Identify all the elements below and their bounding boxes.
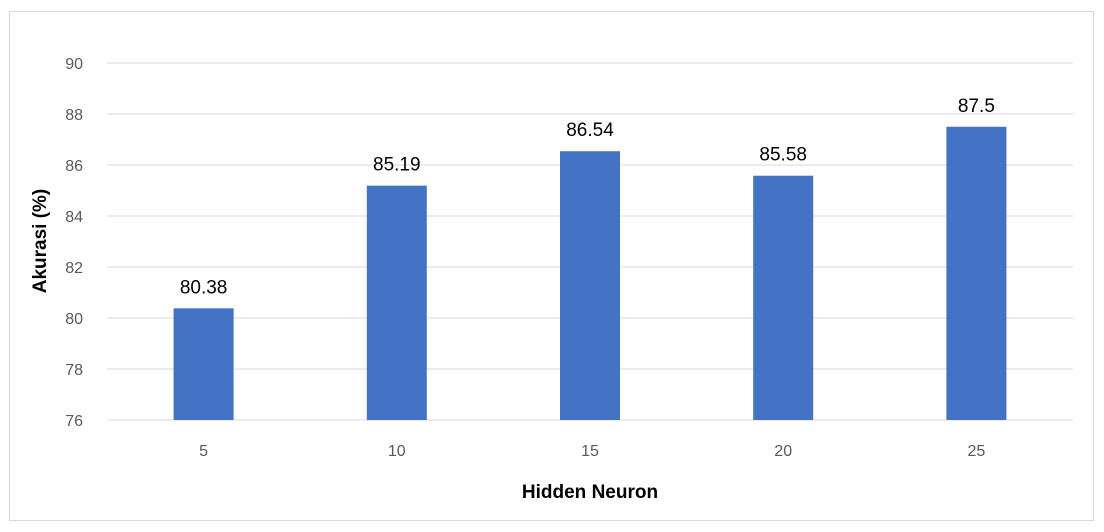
y-tick-label: 76 (65, 413, 83, 430)
y-tick-label: 80 (65, 311, 83, 328)
data-label-5: 80.38 (180, 277, 228, 298)
x-tick-label-15: 15 (581, 443, 599, 460)
data-label-15: 86.54 (566, 120, 614, 141)
bars (173, 126, 1007, 421)
x-axis-ticks: 5 10 15 20 25 (199, 443, 985, 460)
chart-frame (9, 11, 1094, 521)
x-tick-label-5: 5 (199, 443, 208, 460)
bar-25 (946, 126, 1007, 420)
y-axis-ticks: 76 78 80 82 84 86 88 90 (65, 56, 83, 430)
bar-5 (173, 308, 234, 420)
data-label-25: 87.5 (958, 96, 995, 117)
y-tick-label: 82 (65, 260, 83, 277)
data-labels: 80.38 85.19 86.54 85.58 87.5 (180, 96, 995, 299)
x-axis-title: Hidden Neuron (522, 482, 658, 503)
x-tick-label-10: 10 (388, 443, 406, 460)
bar-20 (753, 175, 814, 420)
y-tick-label: 78 (65, 362, 83, 379)
y-tick-label: 88 (65, 107, 83, 124)
bar-10 (366, 185, 427, 420)
data-label-20: 85.58 (759, 145, 807, 166)
x-tick-label-25: 25 (968, 443, 986, 460)
bar-15 (560, 151, 620, 421)
y-tick-label: 86 (65, 158, 83, 175)
y-axis-title: Akurasi (%) (30, 189, 51, 294)
y-tick-label: 90 (65, 56, 83, 73)
data-label-10: 85.19 (373, 155, 421, 176)
y-tick-label: 84 (65, 209, 83, 226)
x-tick-label-20: 20 (774, 443, 792, 460)
